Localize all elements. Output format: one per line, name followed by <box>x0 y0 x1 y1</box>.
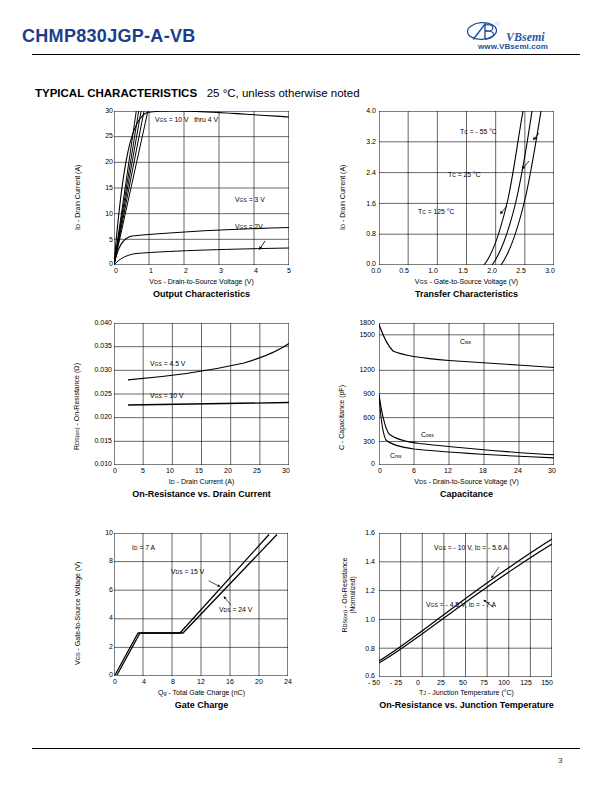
svg-text:R: R <box>496 22 498 24</box>
